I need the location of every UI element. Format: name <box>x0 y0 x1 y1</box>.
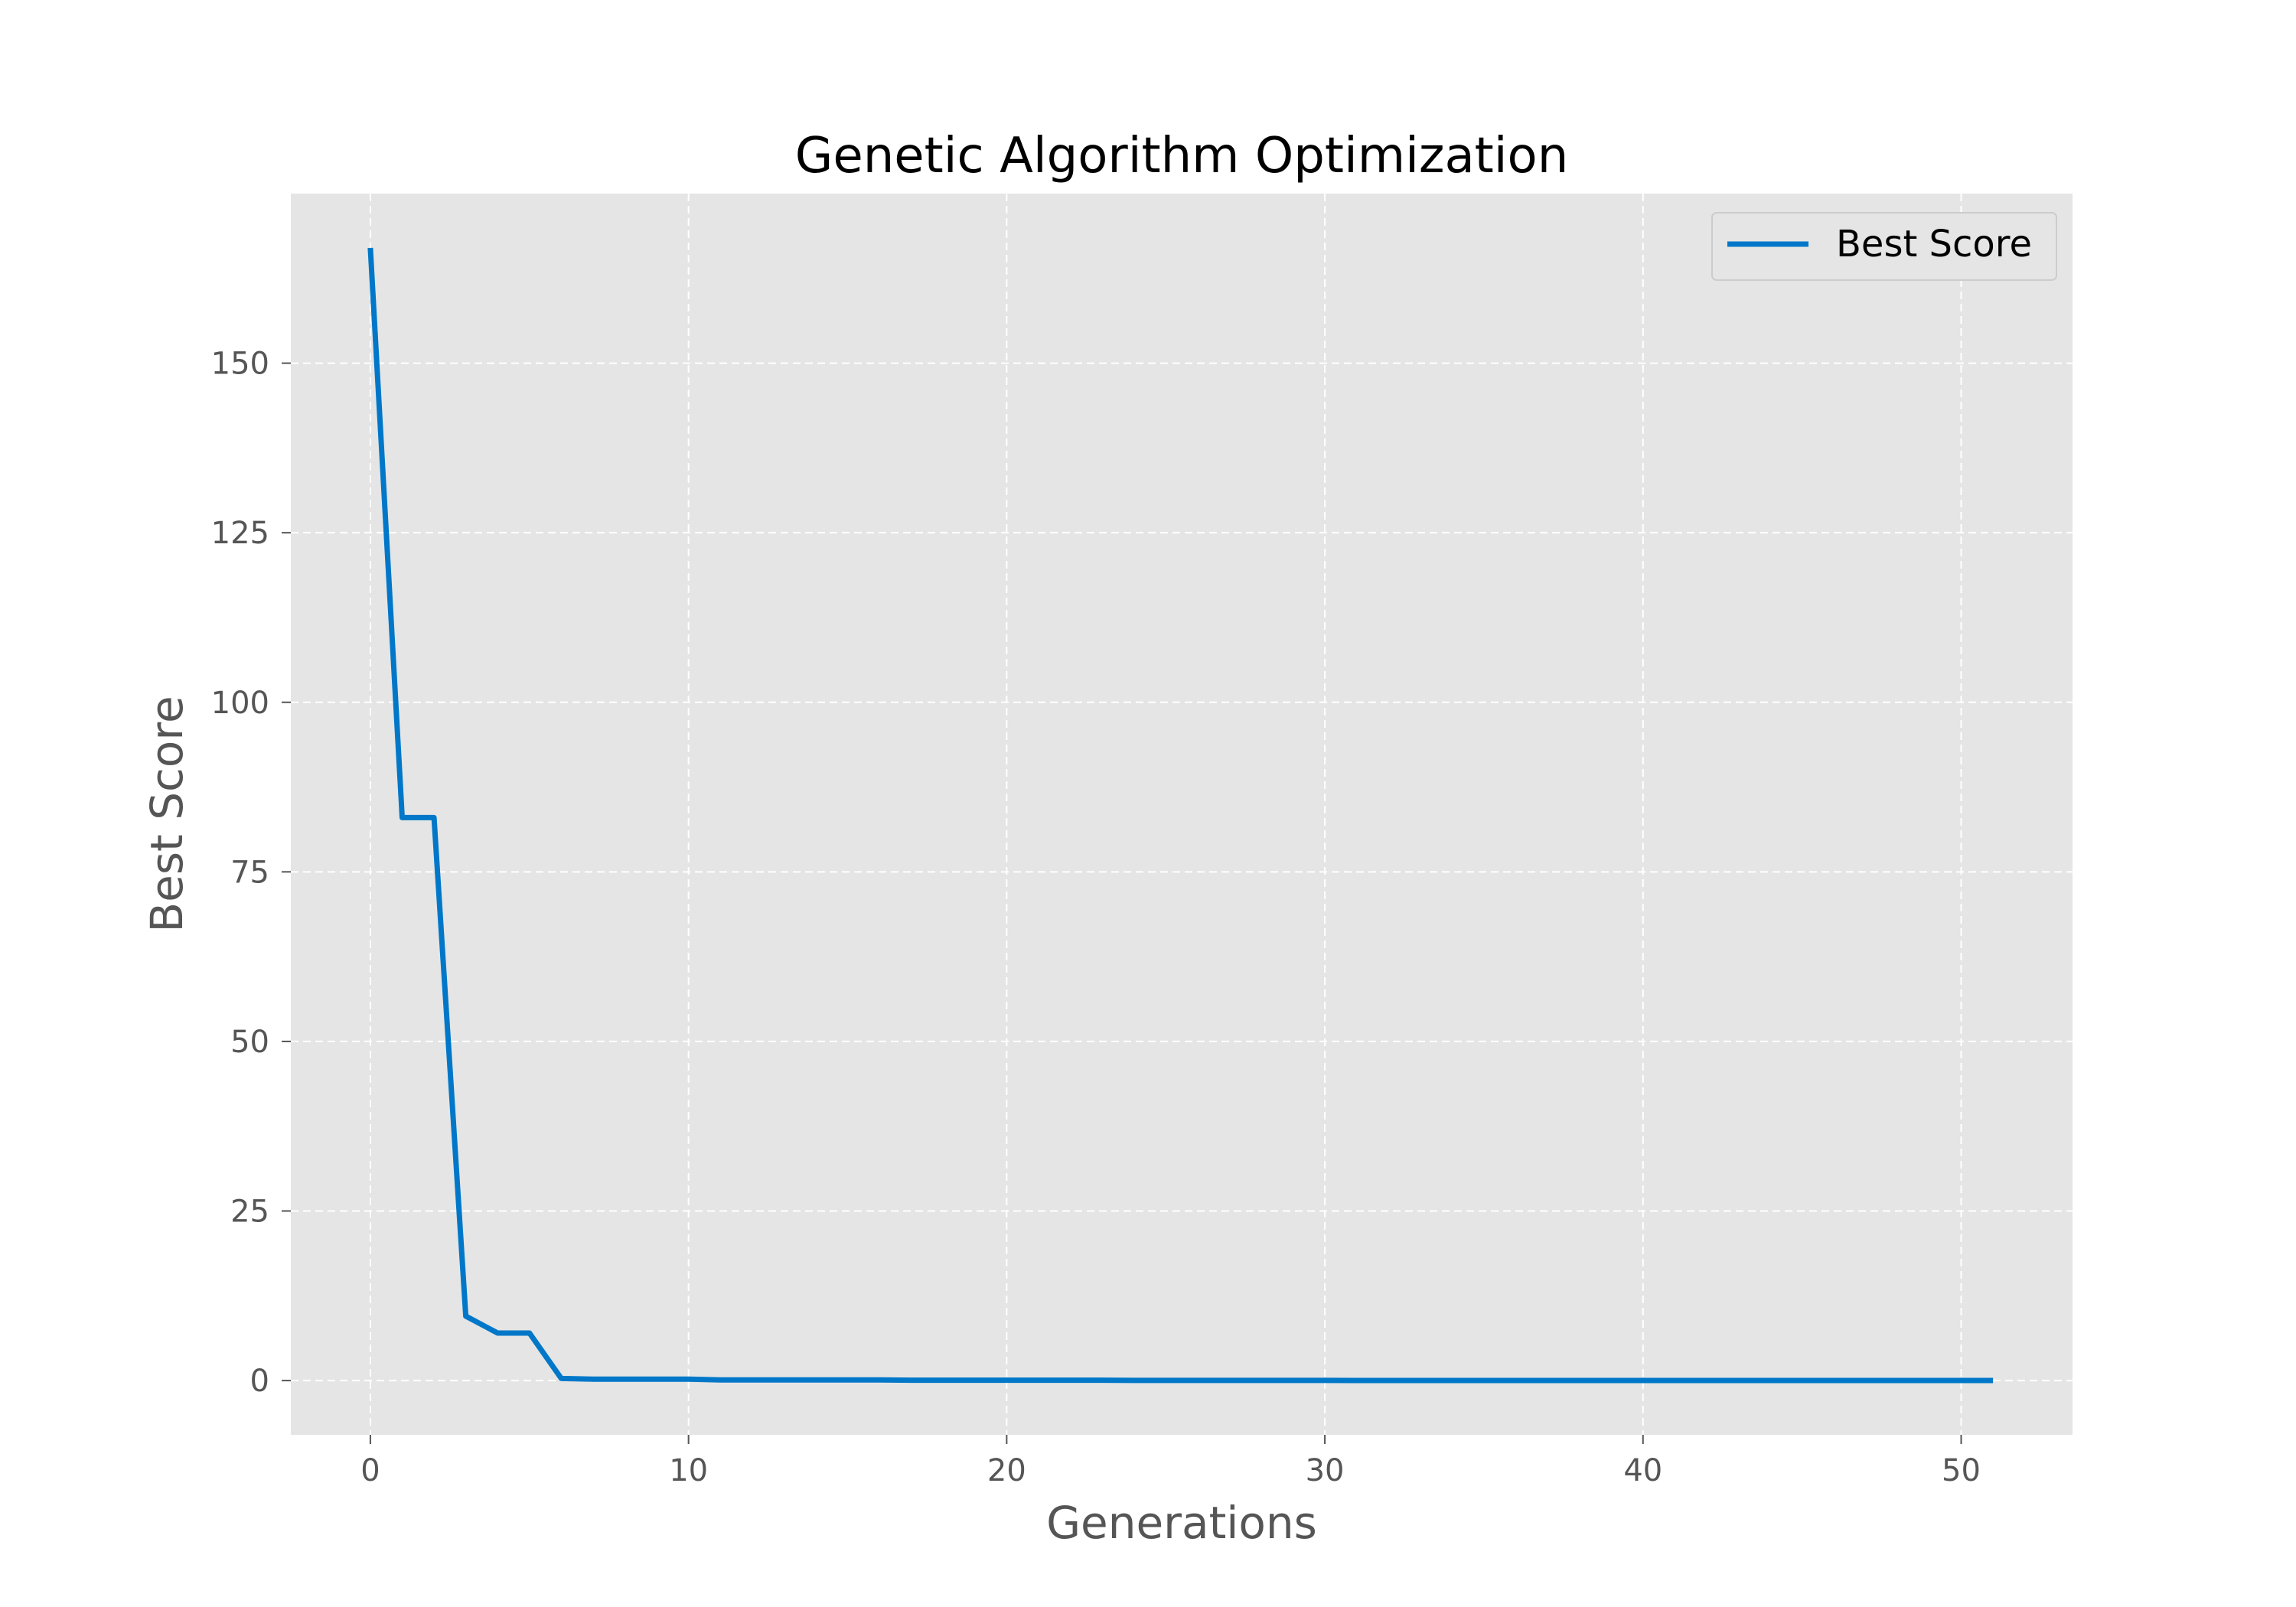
x-tick-label-30: 30 <box>1306 1453 1345 1488</box>
legend-label-best-score: Best Score <box>1836 223 2032 266</box>
series-line-0 <box>367 247 1994 1384</box>
y-tick-label-100: 100 <box>211 686 269 721</box>
axis-ticks: 0 10 20 30 40 50 0 25 50 75 100 125 150 <box>211 347 1981 1488</box>
x-tick-label-50: 50 <box>1942 1453 1981 1488</box>
y-tick-label-150: 150 <box>211 347 269 382</box>
plot-area <box>291 194 2073 1435</box>
y-tick-label-75: 75 <box>230 855 269 890</box>
x-tick-label-0: 0 <box>360 1453 380 1488</box>
legend: Best Score <box>1711 212 2057 281</box>
x-axis-label: Generations <box>1046 1497 1317 1549</box>
y-tick-label-0: 0 <box>250 1364 269 1399</box>
series-layer <box>367 247 1994 1384</box>
legend-box <box>1711 212 2057 281</box>
x-tick-label-10: 10 <box>669 1453 708 1488</box>
x-tick-label-20: 20 <box>987 1453 1026 1488</box>
y-tick-label-50: 50 <box>230 1025 269 1060</box>
x-tick-label-40: 40 <box>1623 1453 1662 1488</box>
chart-title: Genetic Algorithm Optimization <box>795 128 1569 184</box>
y-axis-label: Best Score <box>141 696 193 932</box>
y-tick-label-125: 125 <box>211 516 269 551</box>
y-tick-label-25: 25 <box>230 1195 269 1230</box>
